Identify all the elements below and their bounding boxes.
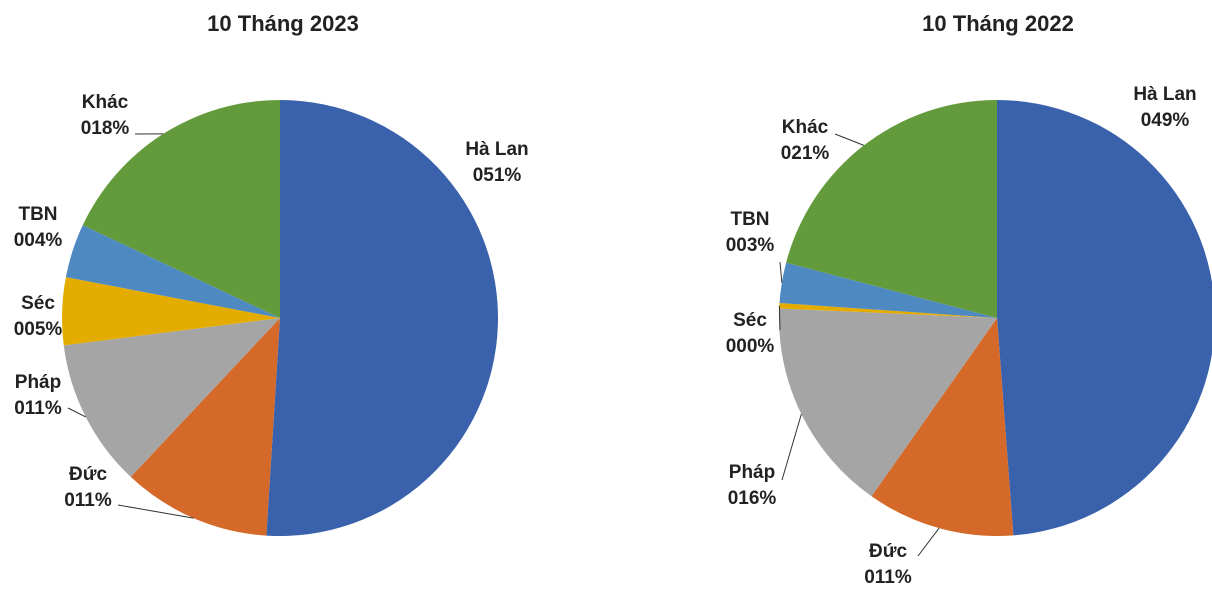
leader-line [918, 528, 939, 556]
slice-value-label: 011% [864, 567, 912, 588]
slice-label: Khác [82, 92, 129, 113]
slice-value-label: 051% [473, 165, 522, 186]
slice-value-label: 018% [81, 118, 130, 139]
slice-label: Hà Lan [1133, 84, 1196, 105]
slice-label: Khác [782, 117, 829, 138]
leader-line [782, 414, 801, 480]
slice-value-label: 003% [726, 235, 775, 256]
slice-label: Séc [733, 310, 767, 331]
slice-label: Hà Lan [465, 139, 528, 160]
slice-value-label: 016% [728, 488, 777, 509]
slice-value-label: 011% [64, 490, 112, 511]
slice-value-label: 021% [781, 143, 830, 164]
slice-label: TBN [730, 209, 769, 230]
chart-title: 10 Tháng 2023 [207, 11, 359, 36]
slice-label: Đức [69, 464, 107, 485]
slice-label: Pháp [729, 462, 775, 483]
leader-line [779, 306, 780, 330]
slice-label: Séc [21, 293, 55, 314]
pie-slice [997, 100, 1212, 535]
leader-line [780, 262, 782, 283]
slice-value-label: 004% [14, 230, 63, 251]
slice-value-label: 049% [1141, 110, 1190, 131]
leader-line [835, 134, 864, 145]
slice-label: TBN [18, 204, 57, 225]
slice-label: Pháp [15, 372, 61, 393]
slice-value-label: 005% [14, 319, 63, 340]
slice-label: Đức [869, 541, 907, 562]
chart-title: 10 Tháng 2022 [922, 11, 1074, 36]
slice-value-label: 000% [726, 336, 775, 357]
pie-slice [266, 100, 498, 536]
slice-value-label: 011% [14, 398, 62, 419]
